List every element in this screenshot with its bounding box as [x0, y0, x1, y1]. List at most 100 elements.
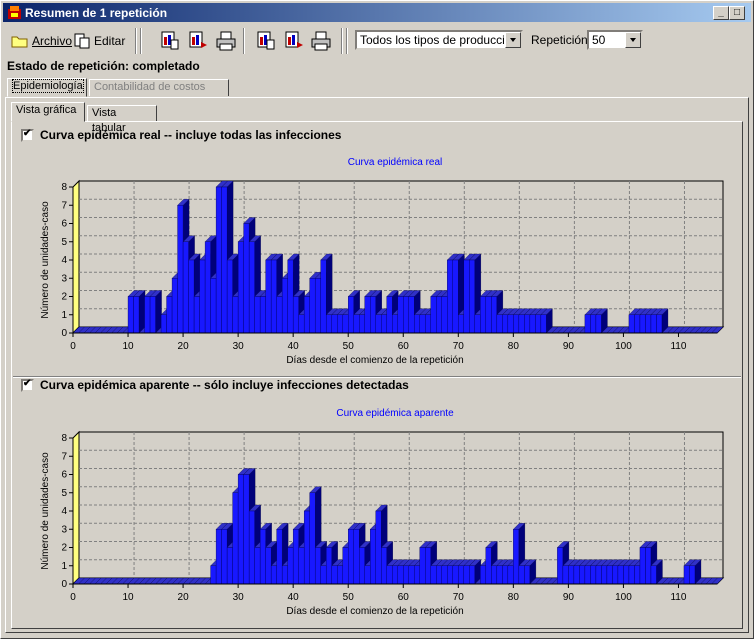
- print-chart-2-icon[interactable]: [310, 30, 332, 52]
- chart-title: Curva epidémica aparente: [336, 408, 454, 419]
- bar: [617, 565, 624, 585]
- minimize-button[interactable]: _: [713, 6, 729, 20]
- x-tick-label: 80: [508, 592, 520, 603]
- y-tick-label: 2: [61, 292, 67, 303]
- y-tick-label: 0: [61, 328, 67, 339]
- production-type-select[interactable]: Todos los tipos de producción: [355, 30, 523, 50]
- bar: [177, 205, 184, 334]
- bar: [469, 259, 476, 334]
- bar: [513, 529, 520, 585]
- tab-vista-grafica[interactable]: Vista gráfica: [11, 102, 85, 122]
- bar: [342, 547, 349, 585]
- x-tick-label: 20: [178, 341, 190, 352]
- bar: [650, 565, 657, 585]
- editar-menu-button[interactable]: Editar: [73, 29, 125, 53]
- bar: [270, 565, 277, 585]
- print-chart-icon[interactable]: [215, 30, 237, 52]
- bar: [403, 565, 409, 585]
- bar: [210, 565, 217, 585]
- y-axis-label: Número de unidades-caso: [40, 452, 51, 570]
- repetition-select[interactable]: 50: [587, 30, 643, 50]
- bar: [683, 565, 690, 585]
- bar: [331, 565, 338, 585]
- bar: [540, 314, 547, 334]
- bar: [370, 529, 376, 585]
- export-chart-icon[interactable]: [187, 30, 209, 52]
- x-tick-label: 0: [70, 592, 76, 603]
- bar: [364, 565, 371, 585]
- y-tick-label: 6: [61, 219, 67, 230]
- bar: [584, 565, 591, 585]
- x-tick-label: 100: [615, 341, 632, 352]
- chart-side-wall: [72, 179, 80, 335]
- x-tick-label: 10: [122, 341, 134, 352]
- maximize-button[interactable]: □: [729, 6, 745, 20]
- bar: [430, 296, 437, 334]
- tab-vista-tabular[interactable]: Vista tabular: [87, 105, 157, 134]
- bar: [645, 547, 652, 585]
- bar: [210, 278, 217, 334]
- chevron-down-icon[interactable]: [625, 32, 641, 48]
- bar: [562, 565, 569, 585]
- bar: [430, 565, 437, 585]
- bar: [634, 565, 641, 585]
- bar: [689, 565, 696, 585]
- x-tick-label: 110: [670, 341, 686, 352]
- bar: [518, 314, 525, 334]
- bar: [320, 565, 327, 585]
- real-curve-checkbox[interactable]: [21, 128, 34, 142]
- apparent-curve-toggle[interactable]: Curva epidémica aparente -- sólo incluye…: [21, 378, 409, 392]
- copy-chart-icon[interactable]: [159, 30, 181, 52]
- copy-chart-2-icon[interactable]: [255, 30, 277, 52]
- bar: [573, 565, 580, 585]
- tab-epidemiologia[interactable]: Epidemiología: [7, 78, 87, 97]
- app-icon: [8, 6, 21, 19]
- bar: [320, 259, 327, 334]
- bar: [248, 241, 255, 334]
- bar: [590, 565, 597, 585]
- bar: [204, 241, 211, 334]
- bar-side: [155, 290, 162, 334]
- x-tick-label: 50: [343, 341, 355, 352]
- bar: [634, 314, 641, 334]
- bar: [348, 529, 354, 585]
- bar: [502, 314, 509, 334]
- tab-contabilidad[interactable]: Contabilidad de costos: [89, 79, 229, 96]
- bar: [485, 547, 492, 585]
- bar: [447, 259, 453, 334]
- bar: [226, 259, 233, 334]
- bar: [337, 314, 343, 334]
- export-chart-2-icon[interactable]: [283, 30, 305, 52]
- bar: [331, 314, 338, 334]
- x-tick-label: 110: [670, 592, 686, 603]
- bar: [314, 547, 321, 585]
- bar: [419, 547, 426, 585]
- apparent-curve-checkbox[interactable]: [21, 378, 34, 392]
- bar: [243, 474, 250, 585]
- bar: [133, 296, 140, 334]
- bar: [447, 565, 453, 585]
- bar: [370, 296, 376, 334]
- bar: [243, 223, 250, 334]
- bar: [568, 565, 575, 585]
- bar: [259, 529, 266, 585]
- window-title: Resumen de 1 repetición: [25, 6, 168, 20]
- real-curve-toggle[interactable]: Curva epidémica real -- incluye todas la…: [21, 128, 341, 142]
- bar: [639, 547, 646, 585]
- bar: [656, 314, 663, 334]
- bar: [375, 510, 382, 585]
- bar: [188, 259, 195, 334]
- chevron-down-icon[interactable]: [505, 32, 521, 48]
- run-status: Estado de repetición: completado: [7, 59, 200, 73]
- bar: [270, 259, 277, 334]
- bar: [425, 314, 431, 334]
- bar: [595, 314, 602, 334]
- bar: [359, 314, 365, 334]
- title-bar[interactable]: Resumen de 1 repetición _ □: [3, 3, 751, 22]
- bar: [215, 529, 222, 585]
- edit-icon: [74, 33, 90, 49]
- archivo-menu-button[interactable]: Archivo: [11, 29, 72, 53]
